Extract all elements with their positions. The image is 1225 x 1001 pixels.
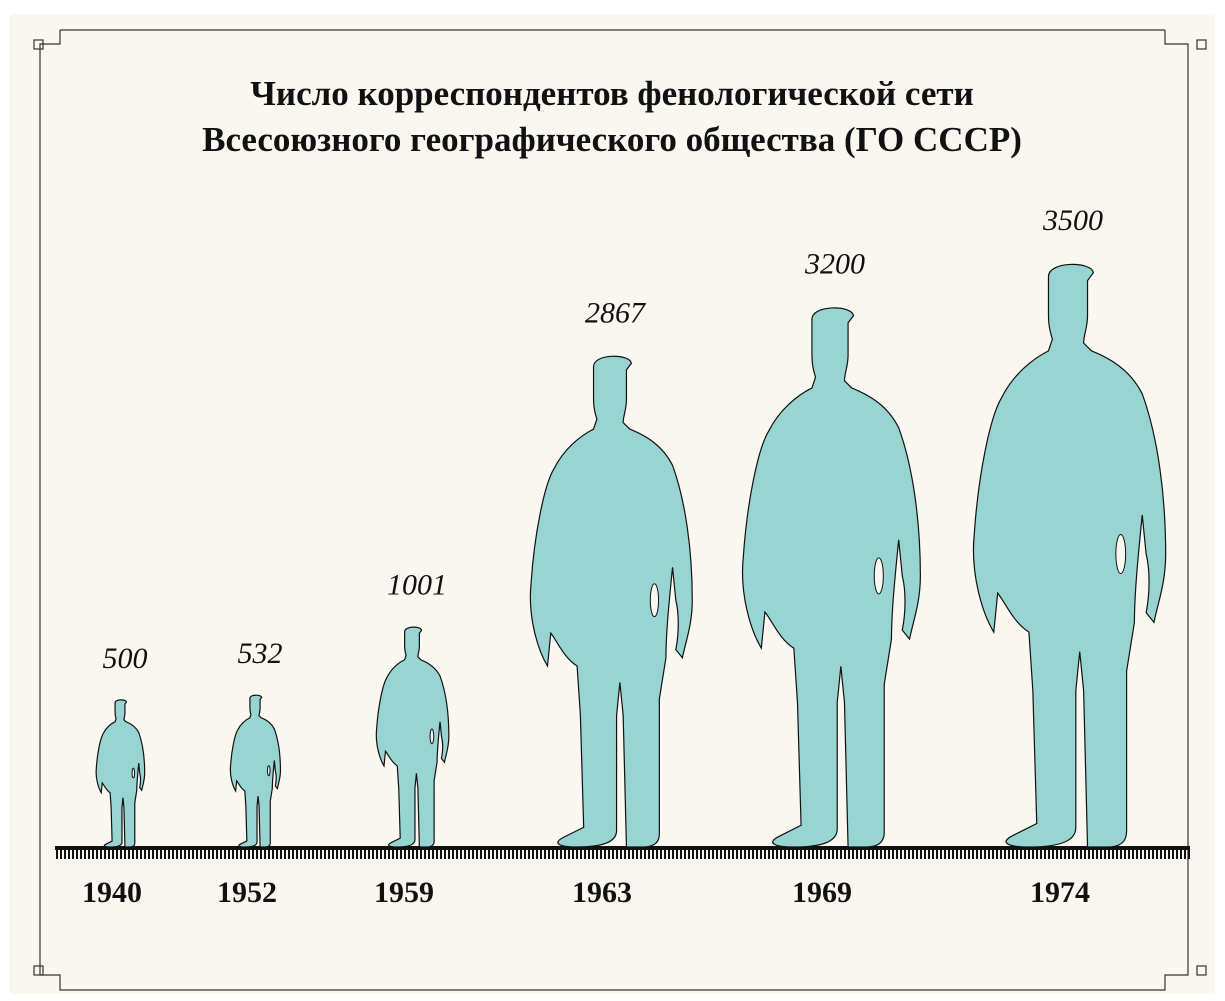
value-label: 3500 (1042, 204, 1103, 237)
figure (95, 699, 146, 848)
figure-hole (1115, 533, 1127, 575)
figure-hole (873, 557, 884, 595)
value-label: 532 (238, 637, 283, 670)
value-label: 500 (103, 642, 148, 675)
figure (229, 694, 282, 848)
x-tick-label: 1969 (792, 876, 852, 909)
x-tick-label: 1974 (1030, 876, 1090, 909)
figure (529, 355, 693, 848)
figure-hole (429, 728, 435, 745)
figure-hole (131, 767, 136, 779)
x-tick-label: 1940 (82, 876, 142, 909)
figure (741, 307, 921, 848)
ground-hatch (55, 848, 1190, 859)
value-label: 3200 (804, 248, 865, 281)
frame (33, 29, 1207, 991)
figure (375, 626, 450, 848)
value-label: 1001 (387, 569, 447, 602)
value-label: 2867 (585, 296, 647, 329)
chart-title: Число корреспондентов фенологической сет… (250, 74, 974, 113)
x-tick-label: 1952 (217, 876, 277, 909)
chart-title: Всесоюзного географического общества (ГО… (202, 120, 1022, 159)
x-tick-label: 1963 (572, 876, 632, 909)
figure-hole (649, 583, 660, 618)
figure-hole (266, 765, 271, 777)
figure (972, 263, 1167, 848)
x-tick-label: 1959 (374, 876, 434, 909)
